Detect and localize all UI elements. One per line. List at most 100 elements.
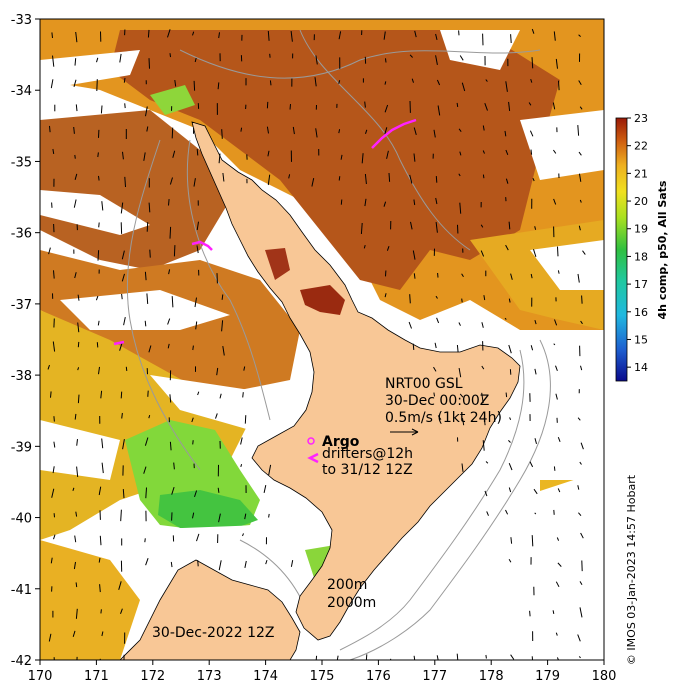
current-vector	[240, 127, 243, 132]
current-vector	[97, 152, 99, 158]
nrt-label: NRT00 GSL	[385, 376, 463, 392]
current-vector	[338, 176, 341, 181]
y-tick-label: -39	[11, 440, 32, 455]
current-vector	[222, 346, 225, 356]
current-vector	[384, 81, 387, 85]
current-vector	[484, 490, 488, 497]
current-vector	[74, 58, 77, 66]
current-vector	[122, 439, 125, 450]
current-vector	[338, 80, 341, 84]
current-vector	[53, 416, 55, 422]
current-vector	[196, 221, 199, 231]
current-vector	[484, 103, 488, 111]
current-vector	[266, 126, 269, 134]
current-vector	[508, 559, 512, 563]
current-vector	[510, 654, 515, 660]
current-vector	[77, 341, 80, 348]
current-vector	[481, 322, 484, 328]
current-vector	[75, 31, 78, 43]
depth-contours	[126, 29, 551, 660]
current-vector	[168, 269, 171, 275]
current-vector	[458, 368, 462, 378]
current-vector	[553, 466, 556, 471]
current-vector	[120, 608, 123, 614]
current-vector	[196, 245, 199, 254]
contour-200m-west	[186, 139, 271, 421]
current-vector	[461, 463, 464, 472]
current-vector	[505, 509, 509, 515]
current-vector	[170, 561, 173, 568]
current-vector	[193, 80, 196, 91]
current-vector	[218, 560, 222, 571]
current-vector	[144, 320, 147, 327]
kaipara-warm	[265, 248, 290, 280]
current-vector	[192, 31, 195, 36]
current-vector	[505, 178, 509, 184]
sst-field	[40, 19, 604, 660]
current-vector	[482, 174, 485, 179]
current-vector	[384, 127, 388, 135]
current-vector	[171, 127, 174, 139]
hauraki-gulf-warm	[300, 285, 345, 315]
current-vector	[118, 581, 122, 590]
y-tick-label: -36	[11, 227, 32, 242]
drifter-track-northwest	[191, 240, 213, 251]
current-vector	[557, 246, 559, 257]
x-tick-label: 172	[140, 669, 165, 684]
cloud-streak-9	[530, 240, 604, 290]
current-vector	[510, 34, 512, 44]
current-vector	[555, 365, 558, 371]
x-tick-label: 175	[310, 669, 335, 684]
current-vector	[311, 177, 315, 187]
current-vector	[483, 417, 486, 426]
current-vector	[74, 272, 77, 279]
current-vector	[77, 322, 80, 333]
current-vector	[101, 201, 104, 211]
current-vector	[577, 634, 581, 642]
current-vector	[197, 560, 199, 567]
current-vector	[577, 273, 580, 283]
current-vector	[244, 560, 247, 568]
current-vector	[95, 295, 99, 301]
current-vector	[96, 57, 99, 63]
cloud-streak-1	[40, 50, 140, 90]
current-vector	[383, 201, 387, 207]
scale-arrow	[390, 428, 419, 436]
current-vector	[100, 105, 103, 114]
current-vector	[436, 79, 441, 86]
colorbar-tick-label: 22	[634, 140, 648, 153]
y-tick-label: -35	[11, 155, 32, 170]
current-vector	[414, 30, 417, 38]
current-vector	[462, 418, 465, 426]
drifter-track-west	[113, 340, 125, 346]
current-vector	[169, 394, 172, 403]
contour-200m-southeast	[339, 349, 525, 651]
current-vector	[435, 197, 438, 205]
current-vector	[192, 345, 194, 351]
current-vector	[533, 249, 537, 257]
sst-patch-deepgreen	[158, 490, 258, 530]
current-vector	[410, 221, 413, 230]
current-vector	[288, 174, 291, 179]
y-tick-label: -34	[11, 84, 32, 99]
colorbar-tick-label: 16	[634, 306, 648, 319]
current-vector	[314, 77, 317, 87]
current-vector	[73, 126, 75, 134]
current-vector	[411, 78, 414, 83]
current-vector	[145, 487, 147, 499]
current-vector	[147, 29, 150, 38]
current-vector	[483, 295, 486, 301]
current-vector	[340, 154, 343, 160]
current-vector	[532, 177, 535, 182]
current-vector	[148, 202, 151, 213]
current-vector	[197, 391, 200, 396]
current-vector	[458, 173, 461, 177]
current-vector	[456, 344, 459, 353]
current-vector	[580, 320, 583, 325]
current-vector	[529, 461, 534, 468]
current-vector	[482, 125, 485, 131]
current-vector	[413, 199, 416, 206]
current-vector	[552, 149, 557, 154]
current-vector	[216, 367, 219, 376]
current-vector	[167, 343, 170, 349]
